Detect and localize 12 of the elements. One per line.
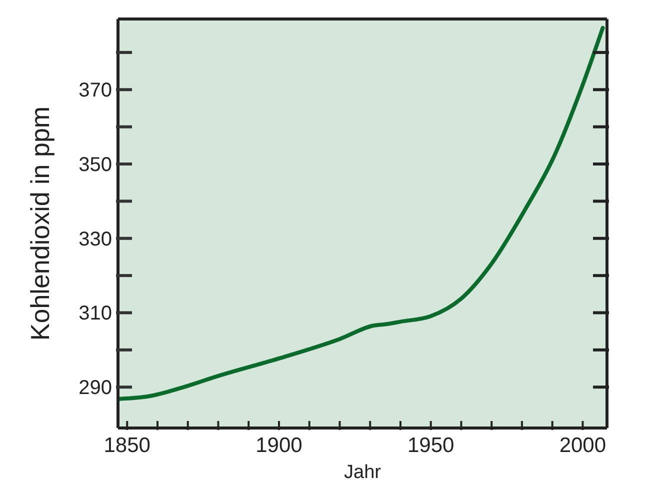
x-tick-label: 1850 — [104, 434, 150, 457]
x-tick-label: 1900 — [256, 434, 302, 457]
y-tick-label: 350 — [78, 154, 112, 176]
y-tick-label: 310 — [78, 302, 112, 325]
x-tick-label: 2000 — [559, 434, 606, 457]
y-axis-title: Kohlendioxid in ppm — [25, 106, 56, 341]
x-tick-label: 1950 — [407, 434, 454, 457]
line-series — [118, 26, 605, 401]
y-tick-label: 370 — [78, 80, 112, 102]
y-tick-label: 330 — [78, 228, 112, 250]
x-axis-title: Jahr — [344, 462, 382, 483]
y-tick-label: 290 — [78, 377, 112, 400]
